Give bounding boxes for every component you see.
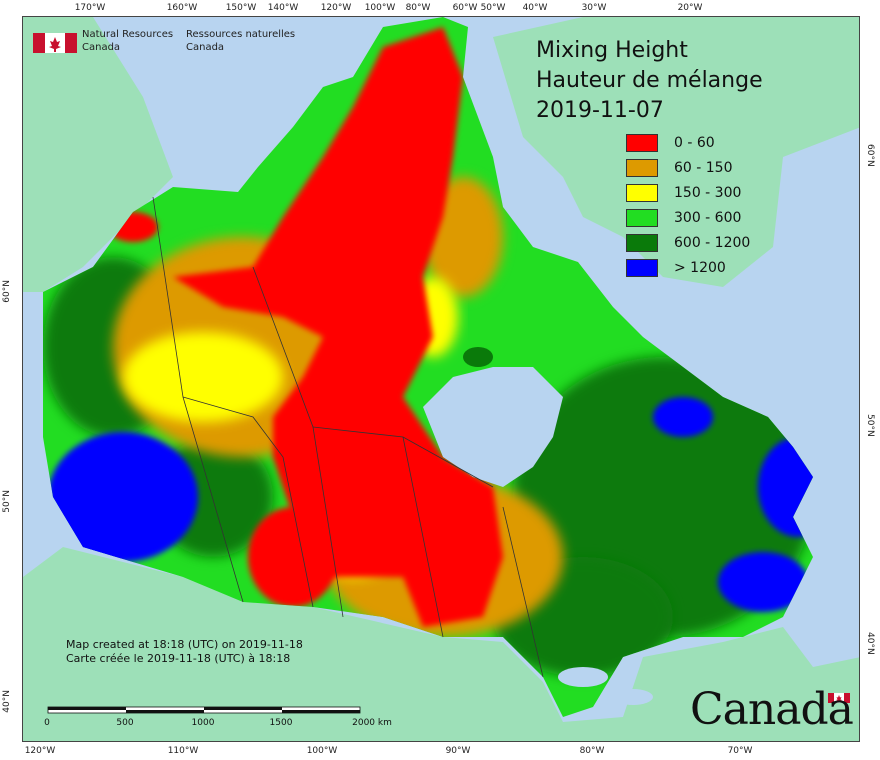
lon-tick-bottom: 110°W (167, 746, 199, 756)
scale-label: 1000 (191, 718, 215, 728)
legend-swatch (626, 209, 658, 227)
agency-english: Natural Resources Canada (82, 28, 173, 54)
hudson-bay (423, 367, 563, 487)
scale-bar (47, 706, 361, 714)
lat-tick-left: 40°N (2, 690, 12, 713)
lon-tick-bottom: 120°W (24, 746, 56, 756)
legend-label: > 1200 (674, 260, 726, 276)
legend-swatch (626, 259, 658, 277)
greenland-land (493, 17, 859, 287)
lon-tick-bottom: 70°W (727, 746, 753, 756)
wordmark-flag-icon (828, 693, 850, 703)
alaska-land (23, 17, 173, 292)
scale-label: 500 (116, 718, 134, 728)
credit-french: Carte créée le 2019-11-18 (UTC) à 18:18 (66, 652, 291, 665)
lon-tick-top: 120°W (320, 3, 352, 13)
legend-label: 60 - 150 (674, 160, 733, 176)
legend-label: 150 - 300 (674, 185, 742, 201)
scale-label: 1500 (269, 718, 293, 728)
lon-tick-top: 20°W (677, 3, 703, 13)
lat-tick-left: 50°N (2, 490, 12, 513)
legend-label: 300 - 600 (674, 210, 742, 226)
legend-swatch (626, 159, 658, 177)
lon-tick-bottom: 100°W (306, 746, 338, 756)
mixing-height-field (43, 17, 813, 717)
lon-tick-top: 100°W (364, 3, 396, 13)
lon-tick-top: 30°W (581, 3, 607, 13)
great-lake (558, 667, 608, 687)
lon-tick-top: 80°W (405, 3, 431, 13)
legend-label: 600 - 1200 (674, 235, 751, 251)
credit-english: Map created at 18:18 (UTC) on 2019-11-18 (66, 638, 303, 651)
title-french: Hauteur de mélange (536, 68, 763, 93)
canada-flag-icon (33, 33, 77, 53)
legend-swatch (626, 184, 658, 202)
lon-tick-top: 50°W (480, 3, 506, 13)
legend-swatch (626, 134, 658, 152)
lon-tick-top: 170°W (74, 3, 106, 13)
agency-en-line2: Canada (82, 42, 121, 53)
great-lake (613, 689, 653, 705)
map-date: 2019-11-07 (536, 98, 664, 123)
mixing-height-map (23, 17, 859, 741)
lat-tick-right: 60°N (865, 144, 875, 167)
lon-tick-top: 150°W (225, 3, 257, 13)
lon-tick-top: 160°W (166, 3, 198, 13)
lon-tick-top: 40°W (522, 3, 548, 13)
scale-label: 2000 km (352, 718, 392, 728)
lat-tick-right: 40°N (865, 632, 875, 655)
lon-tick-top: 140°W (267, 3, 299, 13)
lat-tick-left: 60°N (2, 280, 12, 303)
map-panel (22, 16, 860, 742)
agency-en-line1: Natural Resources (82, 29, 174, 40)
lon-tick-top: 60°W (452, 3, 478, 13)
lon-tick-bottom: 80°W (579, 746, 605, 756)
scale-label: 0 (44, 718, 50, 728)
lon-tick-bottom: 90°W (445, 746, 471, 756)
province-borders (152, 196, 544, 678)
legend-swatch (626, 234, 658, 252)
agency-fr-line2: Canada (186, 42, 225, 53)
legend-label: 0 - 60 (674, 135, 715, 151)
lat-tick-right: 50°N (865, 414, 875, 437)
agency-fr-line1: Ressources naturelles (186, 29, 296, 40)
canada-wordmark: Canada (690, 684, 854, 735)
title-english: Mixing Height (536, 38, 688, 63)
agency-french: Ressources naturelles Canada (186, 28, 295, 54)
